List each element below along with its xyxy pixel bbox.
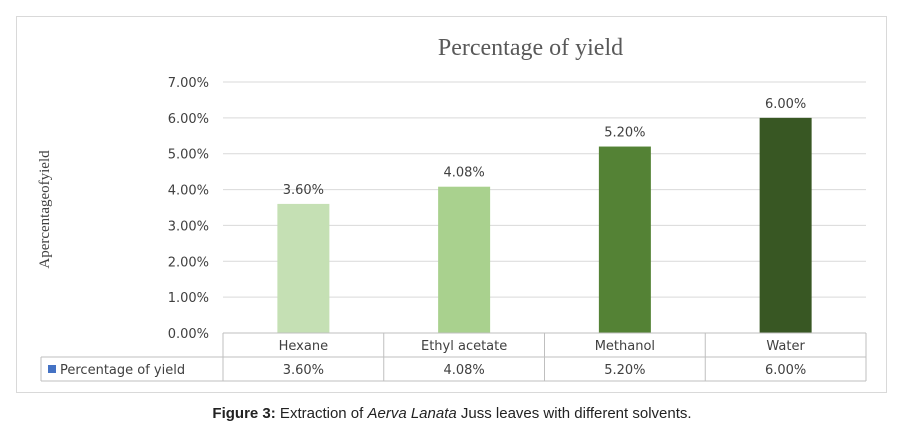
data-label: 5.20% — [604, 126, 645, 141]
y-tick-label: 4.00% — [168, 184, 209, 199]
x-category-label: Hexane — [279, 339, 328, 354]
y-axis-label: Apercentageofyield — [37, 150, 53, 269]
figure-caption: Figure 3: Extraction of Aerva Lanata Jus… — [0, 405, 904, 422]
caption-text-2: Juss leaves with different solvents. — [456, 405, 692, 422]
caption-species: Aerva Lanata — [367, 405, 457, 422]
y-tick-label: 3.00% — [168, 219, 209, 234]
table-value: 3.60% — [283, 363, 324, 378]
chart-title: Percentage of yield — [438, 35, 623, 61]
y-tick-label: 2.00% — [168, 255, 209, 270]
caption-prefix: Figure 3: — [212, 405, 276, 422]
table-value: 4.08% — [443, 363, 484, 378]
y-tick-label: 5.00% — [168, 148, 209, 163]
caption-text-1: Extraction of — [275, 405, 368, 422]
bar — [277, 203, 330, 333]
x-category-label: Ethyl acetate — [421, 339, 507, 354]
table-value: 6.00% — [765, 363, 806, 378]
legend-key — [48, 365, 56, 373]
data-label: 4.08% — [443, 166, 484, 181]
bar — [759, 117, 812, 333]
bar — [438, 186, 491, 333]
data-label: 3.60% — [283, 183, 324, 198]
bar-chart: Percentage of yield 0.00% 1.00% 2.00% 3.00% 4… — [37, 35, 867, 382]
legend-series-name: Percentage of yield — [60, 363, 185, 378]
x-category-label: Water — [766, 339, 805, 354]
table-value: 5.20% — [604, 363, 645, 378]
y-tick-label: 0.00% — [168, 327, 209, 342]
y-tick-label: 6.00% — [168, 112, 209, 127]
chart-frame: Percentage of yield 0.00% 1.00% 2.00% 3.00% 4… — [16, 16, 887, 393]
y-tick-label: 7.00% — [168, 76, 209, 91]
bar — [598, 146, 651, 333]
x-category-label: Methanol — [595, 339, 655, 354]
y-tick-label: 1.00% — [168, 291, 209, 306]
data-label: 6.00% — [765, 97, 806, 112]
